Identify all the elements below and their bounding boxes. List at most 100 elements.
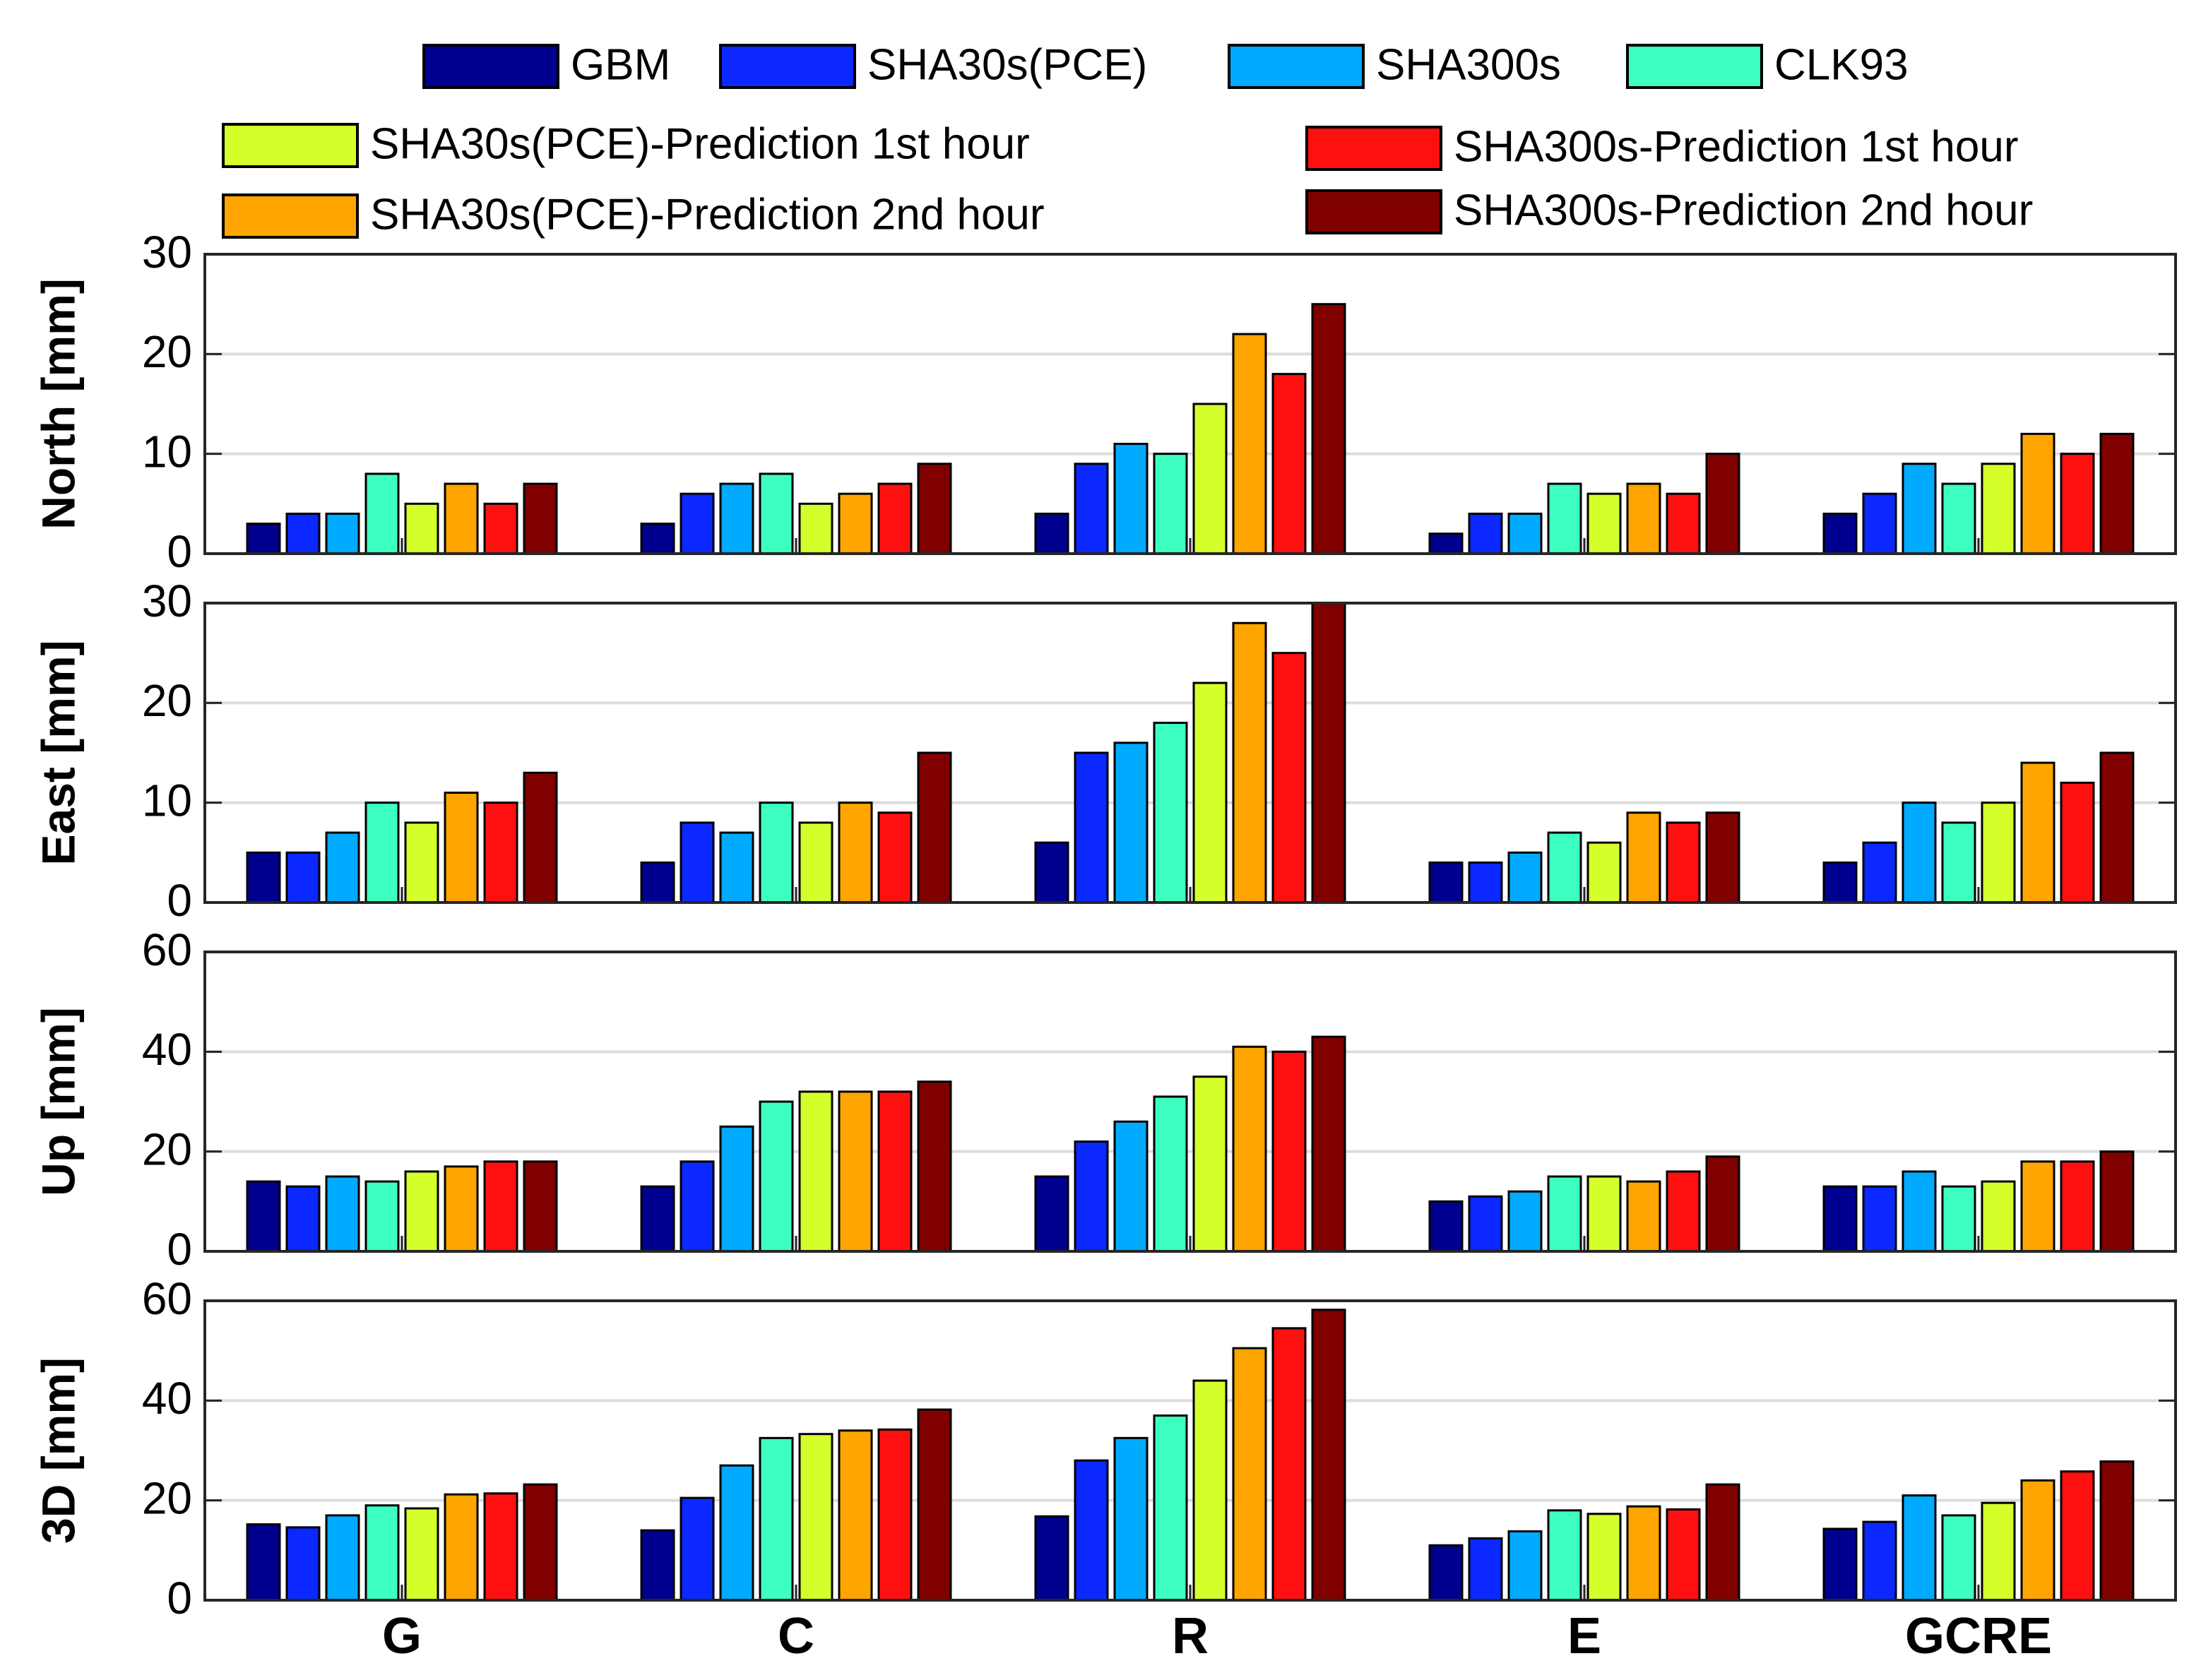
bar <box>2020 761 2055 904</box>
bar <box>2020 432 2055 555</box>
y-tick-label: 20 <box>142 1473 192 1524</box>
bar <box>2020 1160 2055 1253</box>
bar <box>1153 1414 1188 1602</box>
bar <box>1586 1513 1622 1602</box>
bar <box>1113 443 1149 555</box>
bar <box>1507 1530 1543 1602</box>
bar <box>404 1507 439 1602</box>
bar <box>483 502 518 555</box>
bar <box>1034 1175 1069 1253</box>
bar <box>364 1180 400 1253</box>
bar <box>1074 751 1109 904</box>
bar <box>1902 802 1937 904</box>
bar <box>1626 482 1661 555</box>
bar <box>640 1529 675 1602</box>
y-axis-label: North [mm] <box>32 278 84 530</box>
bar <box>325 512 360 555</box>
legend-label: SHA300s-Prediction 1st hour <box>1454 122 2019 171</box>
legend-label: SHA30s(PCE)-Prediction 2nd hour <box>370 190 1045 239</box>
x-tick-label: G <box>382 1608 422 1664</box>
bar <box>1232 621 1267 904</box>
bar <box>364 472 400 555</box>
bar <box>1981 1501 2016 1602</box>
bar <box>523 482 558 555</box>
legend-label: SHA300s-Prediction 2nd hour <box>1454 186 2033 234</box>
bar <box>1822 512 1858 555</box>
bar <box>2020 1479 2055 1602</box>
bar <box>680 1160 715 1253</box>
legend-swatch <box>1228 44 1365 89</box>
bar <box>719 1464 754 1602</box>
bar <box>523 1483 558 1602</box>
bar <box>838 492 873 555</box>
y-tick-label: 10 <box>142 427 192 477</box>
bar <box>404 502 439 555</box>
bar <box>798 821 833 904</box>
bar <box>325 831 360 904</box>
bar <box>640 523 675 555</box>
bar <box>1271 1050 1307 1253</box>
bar <box>285 1526 321 1602</box>
bar <box>680 1496 715 1602</box>
bar <box>285 851 321 904</box>
plot-frame <box>203 951 2177 1253</box>
bar <box>1034 1515 1069 1602</box>
bar <box>1981 802 2016 904</box>
bar <box>483 1160 518 1253</box>
plot-frame <box>203 1299 2177 1602</box>
x-tick-label: GCRE <box>1905 1608 2052 1664</box>
bar <box>325 1175 360 1253</box>
bar <box>483 1492 518 1602</box>
legend-swatch <box>1305 189 1442 234</box>
bar <box>1232 333 1267 555</box>
y-tick-label: 60 <box>142 924 192 975</box>
x-tick-label: E <box>1567 1608 1601 1664</box>
bar <box>246 851 281 904</box>
bar <box>759 1436 794 1602</box>
bar <box>1153 453 1188 555</box>
bar <box>798 1090 833 1253</box>
bar <box>917 1408 952 1602</box>
plot-frame <box>203 253 2177 555</box>
bar <box>2060 453 2095 555</box>
bar <box>917 463 952 555</box>
bar <box>877 1090 913 1253</box>
plot-frame <box>203 602 2177 904</box>
bar <box>759 802 794 904</box>
bar <box>719 482 754 555</box>
y-tick-label: 0 <box>167 1224 192 1275</box>
bar <box>838 1090 873 1253</box>
bar <box>1034 512 1069 555</box>
bar <box>719 1125 754 1253</box>
bar <box>1428 532 1464 555</box>
bar <box>1902 1170 1937 1253</box>
legend-label: SHA30s(PCE)-Prediction 1st hour <box>370 119 1030 168</box>
bar <box>364 802 400 904</box>
bar <box>1705 1483 1740 1602</box>
bar <box>1862 1185 1897 1253</box>
legend-label: SHA30s(PCE) <box>867 40 1147 89</box>
y-tick-label: 30 <box>142 227 192 278</box>
bar <box>1547 482 1582 555</box>
bar <box>1666 1170 1701 1253</box>
bar <box>759 472 794 555</box>
bar <box>523 1160 558 1253</box>
bar <box>1626 1180 1661 1253</box>
x-tick-label: R <box>1172 1608 1209 1664</box>
bar <box>1705 811 1740 904</box>
bar <box>1311 303 1346 555</box>
bar <box>838 802 873 904</box>
bar <box>1232 1347 1267 1602</box>
bar <box>523 771 558 904</box>
bar <box>1941 1185 1976 1253</box>
bar <box>1311 1309 1346 1602</box>
bar <box>285 512 321 555</box>
bar <box>404 821 439 904</box>
bar <box>1507 512 1543 555</box>
bar <box>1428 1544 1464 1602</box>
bar <box>1507 1190 1543 1253</box>
bar <box>444 482 479 555</box>
y-tick-label: 20 <box>142 326 192 377</box>
bar <box>2099 432 2135 555</box>
bar <box>1271 373 1307 555</box>
